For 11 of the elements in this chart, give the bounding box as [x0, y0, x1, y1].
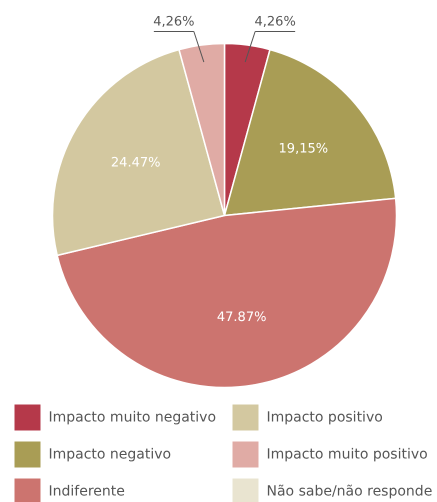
- data-label: 19,15%: [278, 141, 328, 156]
- legend-label: Impacto negativo: [48, 446, 172, 462]
- legend-label: Impacto muito positivo: [266, 446, 428, 462]
- legend-label: Indiferente: [48, 484, 125, 500]
- data-label: 4,26%: [254, 14, 296, 30]
- legend-label: Não sabe/não responde: [266, 484, 432, 500]
- data-label: 4,26%: [153, 14, 195, 30]
- data-label: 47.87%: [216, 310, 266, 325]
- legend-label: Impacto positivo: [266, 410, 383, 426]
- data-label: 24.47%: [110, 155, 160, 170]
- legend-label: Impacto muito negativo: [48, 410, 216, 426]
